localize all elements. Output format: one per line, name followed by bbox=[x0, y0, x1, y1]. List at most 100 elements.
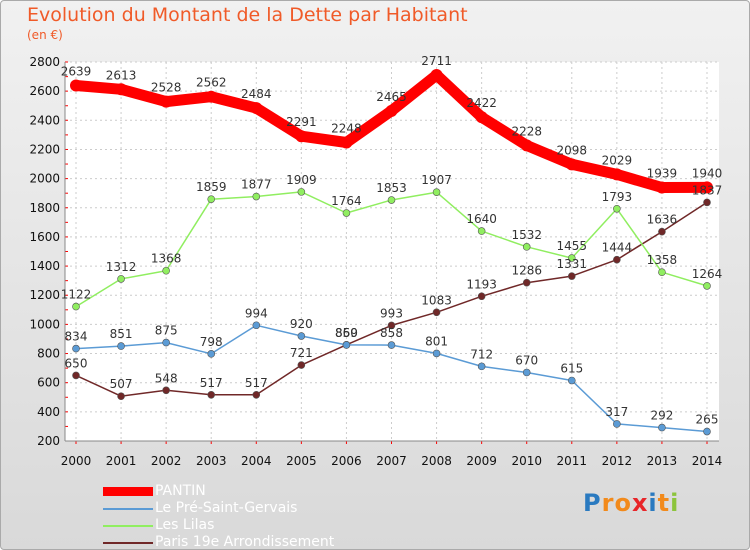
data-point bbox=[207, 195, 216, 203]
data-label: 292 bbox=[650, 409, 673, 423]
logo-letter: x bbox=[631, 489, 649, 517]
y-tick-label: 400 bbox=[37, 405, 60, 419]
data-label: 860 bbox=[335, 326, 358, 340]
data-label: 1444 bbox=[602, 241, 633, 255]
data-point bbox=[475, 111, 488, 124]
data-label: 2098 bbox=[557, 143, 588, 157]
data-point bbox=[250, 102, 263, 115]
data-point bbox=[522, 243, 531, 251]
x-tick-label: 2004 bbox=[241, 454, 272, 468]
data-point bbox=[117, 275, 125, 283]
data-label: 1358 bbox=[647, 253, 678, 267]
data-label: 1532 bbox=[511, 228, 542, 242]
x-tick-label: 2008 bbox=[421, 454, 452, 468]
data-label: 2528 bbox=[151, 81, 182, 95]
x-tick-label: 2007 bbox=[376, 454, 407, 468]
data-label: 1793 bbox=[602, 190, 633, 204]
data-point bbox=[160, 95, 173, 108]
data-label: 1368 bbox=[151, 252, 182, 266]
data-point bbox=[387, 321, 396, 330]
data-point bbox=[340, 136, 353, 149]
data-point bbox=[432, 308, 441, 317]
x-tick-label: 2014 bbox=[692, 454, 723, 468]
data-label: 1764 bbox=[331, 194, 362, 208]
logo-letter: P bbox=[583, 489, 602, 517]
data-point bbox=[117, 392, 125, 401]
data-label: 1455 bbox=[557, 239, 588, 253]
legend-swatch bbox=[103, 525, 153, 527]
data-label: 517 bbox=[200, 376, 223, 390]
data-point bbox=[613, 204, 621, 213]
data-point bbox=[522, 278, 531, 287]
data-label: 2639 bbox=[61, 64, 92, 78]
x-tick-label: 2009 bbox=[466, 454, 497, 468]
data-label: 2422 bbox=[466, 96, 497, 110]
legend-label: Paris 19e Arrondissement bbox=[155, 534, 335, 550]
data-label: 2465 bbox=[376, 90, 407, 104]
data-label: 858 bbox=[380, 326, 403, 340]
data-label: 1837 bbox=[692, 183, 723, 197]
x-tick-label: 2011 bbox=[557, 454, 588, 468]
data-point bbox=[72, 302, 80, 311]
x-tick-label: 2002 bbox=[151, 454, 182, 468]
chart-subtitle: (en €) bbox=[27, 28, 63, 42]
data-label: 798 bbox=[200, 335, 223, 349]
data-label: 517 bbox=[245, 376, 268, 390]
data-point bbox=[72, 344, 80, 353]
data-label: 1083 bbox=[421, 293, 452, 307]
x-tick-label: 2000 bbox=[61, 454, 92, 468]
data-label: 993 bbox=[380, 306, 403, 320]
data-point bbox=[252, 321, 261, 330]
data-point bbox=[252, 390, 261, 399]
logo-letter: r bbox=[601, 489, 615, 517]
data-label: 1909 bbox=[286, 173, 317, 187]
y-tick-label: 2400 bbox=[29, 113, 60, 127]
data-label: 1940 bbox=[692, 166, 723, 180]
data-point bbox=[387, 341, 396, 349]
logo-letter: o bbox=[614, 489, 632, 517]
y-tick-label: 800 bbox=[37, 347, 60, 361]
legend-swatch bbox=[103, 508, 153, 510]
data-point bbox=[162, 338, 170, 347]
logo-letter: t bbox=[657, 489, 671, 517]
data-label: 994 bbox=[245, 306, 268, 320]
data-label: 1193 bbox=[466, 277, 497, 291]
data-point bbox=[342, 209, 351, 217]
data-label: 615 bbox=[560, 362, 583, 376]
data-point bbox=[385, 104, 398, 117]
data-point bbox=[117, 342, 125, 350]
chart-title: Evolution du Montant de la Dette par Hab… bbox=[27, 4, 468, 26]
y-tick-label: 200 bbox=[37, 434, 60, 448]
y-tick-label: 2000 bbox=[29, 172, 60, 186]
x-tick-label: 2001 bbox=[106, 454, 137, 468]
y-tick-label: 1000 bbox=[29, 317, 60, 331]
x-tick-label: 2012 bbox=[602, 454, 633, 468]
x-tick-label: 2013 bbox=[647, 454, 678, 468]
data-point bbox=[115, 83, 128, 96]
data-point bbox=[205, 90, 218, 103]
data-label: 2613 bbox=[106, 68, 137, 82]
data-label: 2562 bbox=[196, 76, 227, 90]
data-label: 721 bbox=[290, 346, 313, 360]
data-label: 317 bbox=[605, 405, 628, 419]
data-point bbox=[613, 255, 621, 264]
data-label: 1312 bbox=[106, 260, 137, 274]
data-label: 851 bbox=[110, 327, 133, 341]
x-tick-label: 2005 bbox=[286, 454, 317, 468]
data-label: 548 bbox=[155, 371, 178, 385]
data-point bbox=[72, 371, 80, 380]
data-point bbox=[70, 79, 82, 92]
data-point bbox=[297, 361, 306, 369]
logo-letter: i bbox=[670, 489, 680, 517]
data-point bbox=[252, 192, 261, 201]
data-point bbox=[295, 130, 308, 143]
data-point bbox=[387, 196, 396, 204]
data-label: 712 bbox=[470, 347, 493, 361]
data-point bbox=[701, 181, 713, 194]
y-tick-label: 1200 bbox=[29, 288, 60, 302]
proxiti-logo: Proxiti bbox=[583, 489, 679, 517]
data-label: 2248 bbox=[331, 121, 362, 135]
y-tick-label: 1800 bbox=[29, 201, 60, 215]
data-label: 2291 bbox=[286, 115, 317, 129]
legend-label: Le Pré-Saint-Gervais bbox=[155, 500, 298, 516]
